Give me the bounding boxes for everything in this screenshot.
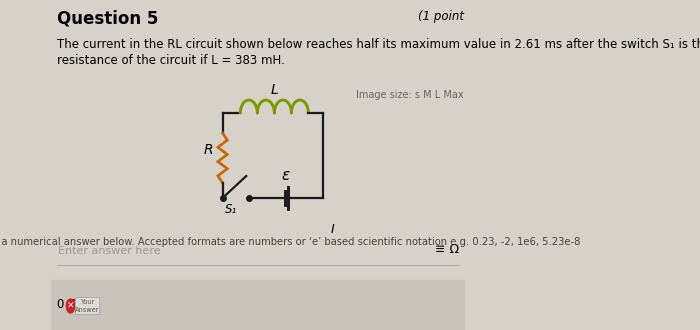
Text: The current in the RL circuit shown below reaches half its maximum value in 2.61: The current in the RL circuit shown belo… [57, 38, 700, 51]
Text: resistance of the circuit if L = 383 mH.: resistance of the circuit if L = 383 mH. [57, 54, 285, 67]
Text: 0 Ω: 0 Ω [57, 298, 77, 311]
FancyBboxPatch shape [76, 298, 100, 314]
Text: Question 5: Question 5 [57, 10, 158, 28]
Text: ≡ Ω: ≡ Ω [435, 243, 459, 256]
Bar [51, 280, 466, 330]
Text: Image size: s M L Max: Image size: s M L Max [356, 90, 464, 100]
Text: S₁: S₁ [225, 203, 237, 216]
Text: ✕: ✕ [66, 302, 74, 311]
Text: L: L [270, 83, 278, 97]
Text: R: R [204, 143, 213, 157]
Text: Enter answer here: Enter answer here [58, 246, 161, 256]
Circle shape [66, 299, 75, 313]
Text: Please enter a numerical answer below. Accepted formats are numbers or ‘e’ based: Please enter a numerical answer below. A… [0, 237, 580, 247]
Text: (1 point: (1 point [418, 10, 464, 23]
Text: I: I [330, 223, 334, 236]
Text: ε: ε [281, 168, 289, 183]
Text: Your
Answer: Your Answer [76, 300, 100, 313]
